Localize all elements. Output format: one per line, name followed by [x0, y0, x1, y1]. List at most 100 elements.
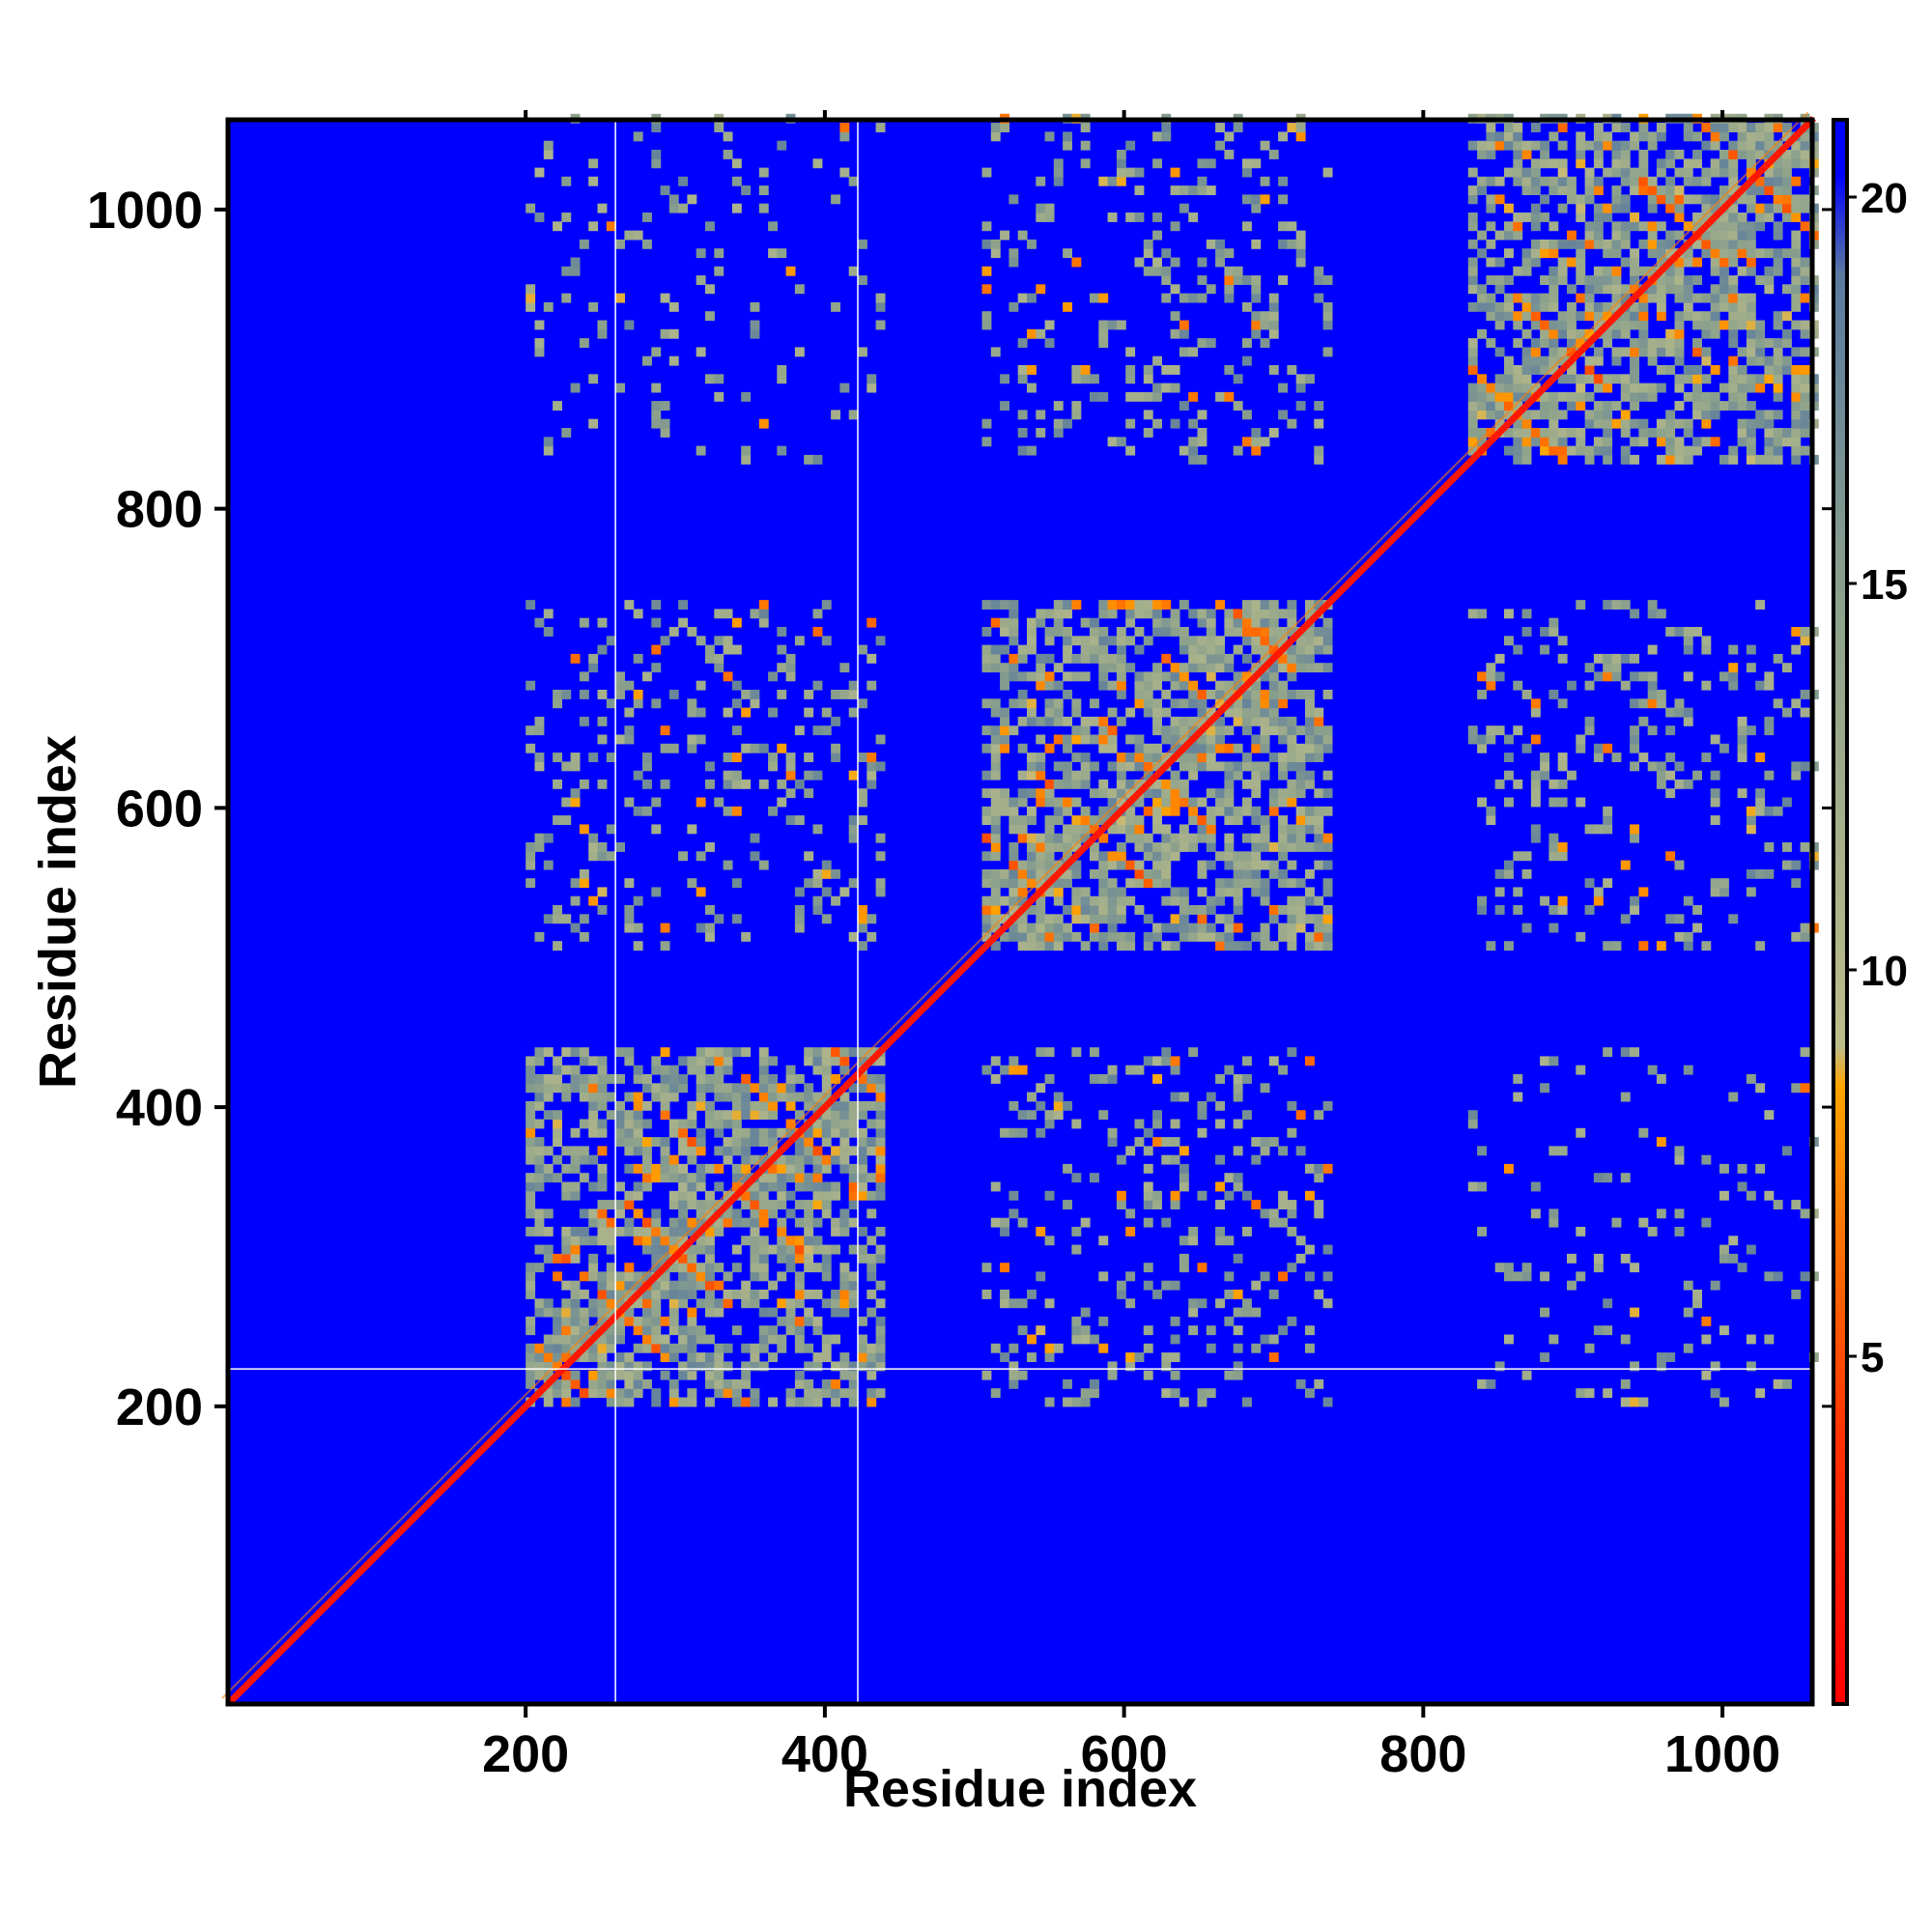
heatmap-cell [687, 194, 697, 205]
heatmap-cell [1755, 1388, 1766, 1399]
heatmap-cell [1116, 158, 1126, 169]
heatmap-cell [642, 1244, 652, 1255]
heatmap-cell [1295, 653, 1306, 664]
diagonal-segment [1730, 193, 1739, 202]
heatmap-cell [1305, 1056, 1315, 1066]
heatmap-cell [1701, 213, 1712, 222]
heatmap-cell [633, 923, 643, 933]
heatmap-cell [526, 743, 536, 753]
diagonal-segment [473, 1450, 482, 1459]
heatmap-cell [1773, 158, 1783, 169]
heatmap-cell [705, 905, 715, 915]
heatmap-cell [1467, 194, 1478, 205]
heatmap-cell [981, 320, 992, 330]
near-diagonal-band [317, 1595, 326, 1604]
heatmap-cell [812, 1190, 823, 1201]
heatmap-cell [1295, 743, 1306, 753]
heatmap-cell [777, 663, 787, 673]
heatmap-cell [1098, 931, 1109, 942]
heatmap-cell [1179, 734, 1189, 745]
heatmap-cell [785, 653, 796, 664]
heatmap-cell [1322, 923, 1333, 933]
heatmap-cell [1215, 248, 1225, 259]
heatmap-cell [750, 690, 760, 699]
heatmap-cell [1701, 418, 1712, 429]
heatmap-cell [1080, 887, 1091, 897]
heatmap-cell [1638, 753, 1649, 762]
heatmap-cell [561, 1163, 572, 1174]
heatmap-cell [785, 753, 796, 762]
heatmap-cell [1044, 1298, 1055, 1309]
heatmap-cell [723, 1190, 733, 1201]
heatmap-cell [1521, 374, 1532, 384]
heatmap-cell [1044, 833, 1055, 843]
heatmap-cell [1188, 753, 1199, 762]
heatmap-cell [1764, 842, 1775, 852]
heatmap-cell [1486, 150, 1496, 159]
heatmap-cell [1540, 410, 1549, 420]
heatmap-cell [1576, 437, 1586, 447]
heatmap-cell [804, 1236, 814, 1246]
heatmap-cell [1009, 609, 1019, 619]
heatmap-cell [1107, 213, 1118, 222]
heatmap-cell [821, 1378, 832, 1389]
heatmap-cell [1557, 636, 1568, 646]
heatmap-cell [1665, 418, 1676, 429]
diagonal-segment [713, 1210, 722, 1219]
heatmap-cell [1090, 653, 1099, 664]
heatmap-cell [848, 1298, 859, 1309]
heatmap-cell [1540, 194, 1549, 205]
heatmap-cell [1782, 707, 1792, 718]
diagonal-segment [1269, 654, 1278, 663]
heatmap-cell [1027, 644, 1037, 655]
heatmap-cell [1305, 1163, 1315, 1174]
heatmap-cell [1477, 301, 1487, 312]
diagonal-segment [898, 1025, 907, 1034]
heatmap-cell [1755, 1083, 1766, 1094]
heatmap-cell [1063, 923, 1072, 933]
heatmap-cell [1548, 1056, 1559, 1066]
heatmap-cell [750, 1343, 760, 1353]
heatmap-cell [714, 1065, 724, 1075]
heatmap-cell [1278, 788, 1288, 799]
heatmap-cell [1486, 671, 1496, 682]
heatmap-cell [723, 1208, 733, 1219]
heatmap-cell [1161, 671, 1172, 682]
heatmap-cell [1053, 401, 1064, 411]
diagonal-segment [228, 1695, 237, 1704]
heatmap-cell [758, 167, 769, 178]
heatmap-cell [1494, 347, 1505, 357]
heatmap-cell [839, 1127, 850, 1138]
heatmap-cell [1477, 1181, 1487, 1192]
heatmap-cell [1206, 671, 1216, 682]
heatmap-cell [1000, 734, 1009, 745]
heatmap-cell [642, 239, 652, 249]
heatmap-cell [1215, 914, 1225, 924]
heatmap-cell [839, 1217, 850, 1228]
heatmap-cell [1576, 203, 1586, 213]
heatmap-cell [1504, 401, 1514, 411]
heatmap-cell [741, 1290, 752, 1299]
heatmap-cell [1322, 167, 1333, 178]
diagonal-segment [533, 1390, 542, 1399]
heatmap-cell [731, 203, 742, 213]
heatmap-cell [678, 1343, 688, 1353]
heatmap-cell [1206, 1343, 1216, 1353]
heatmap-cell [1036, 1083, 1046, 1094]
near-diagonal-band [646, 1266, 654, 1274]
heatmap-cell [750, 1361, 760, 1372]
heatmap-cell [831, 1307, 840, 1318]
heatmap-cell [1548, 418, 1559, 429]
heatmap-cell [839, 1047, 850, 1058]
heatmap-cell [561, 815, 572, 825]
heatmap-cell [1322, 941, 1333, 952]
heatmap-cell [821, 1154, 832, 1165]
heatmap-cell [1260, 690, 1270, 699]
heatmap-cell [1800, 365, 1810, 375]
heatmap-cell [1278, 698, 1288, 709]
heatmap-cell [990, 1056, 1001, 1066]
heatmap-cell [1161, 653, 1172, 664]
near-diagonal-band [502, 1409, 511, 1418]
heatmap-cell [526, 860, 536, 870]
heatmap-cell [624, 230, 635, 241]
